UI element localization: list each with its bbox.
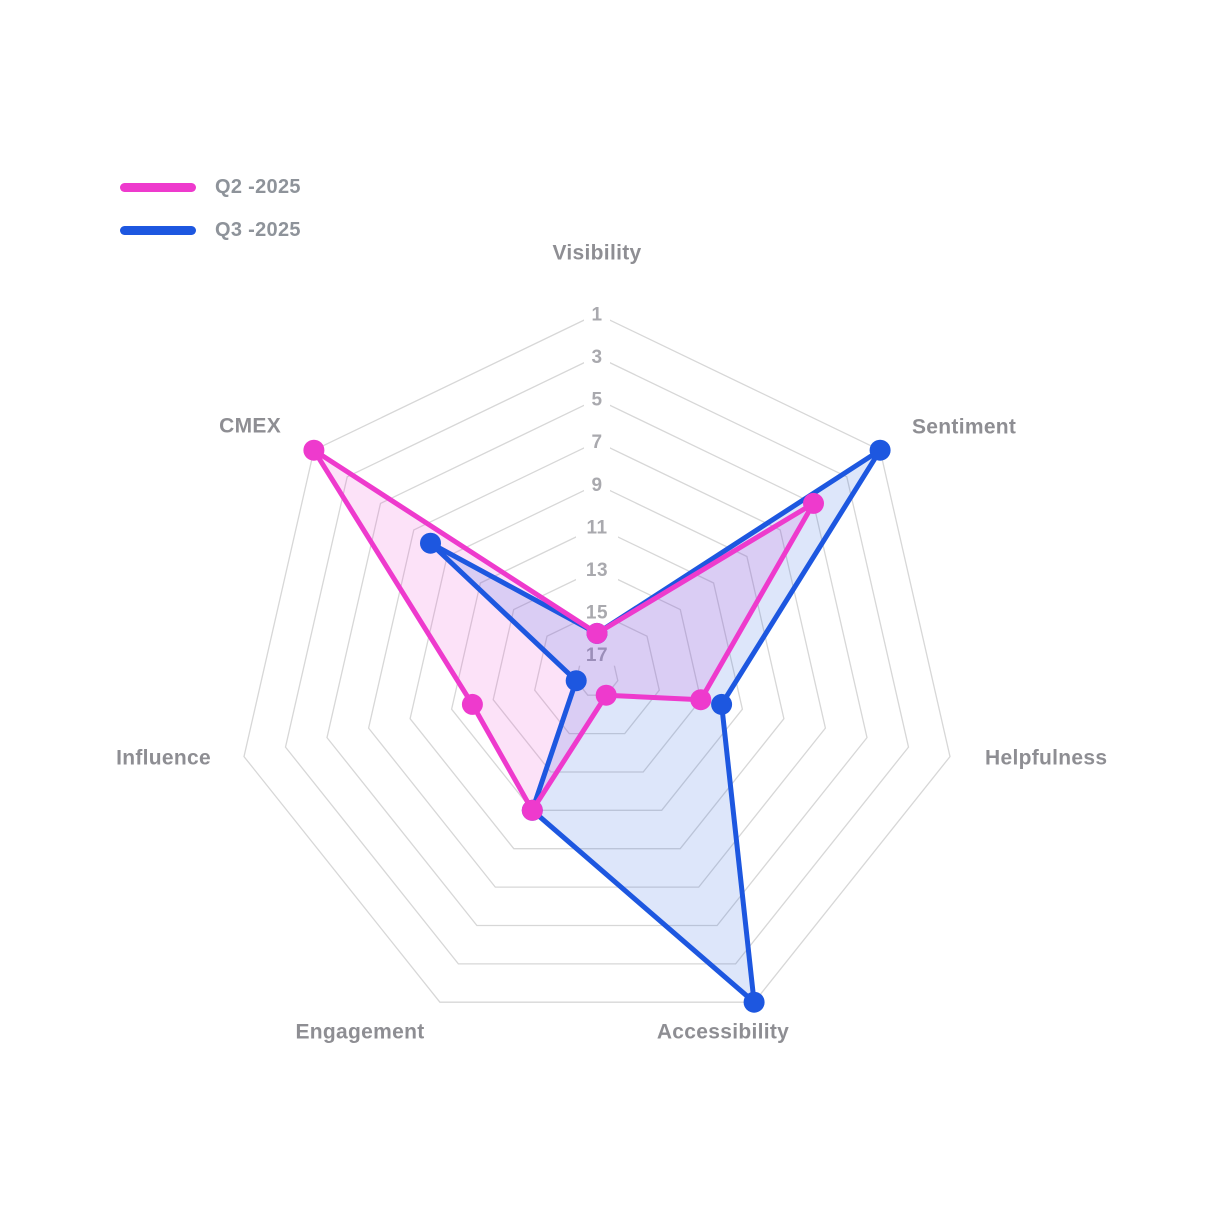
tick-backdrop-1 (584, 302, 610, 325)
radial-tick-3: 3 (591, 347, 602, 368)
radial-tick-5: 5 (591, 390, 602, 411)
grid-ring-11 (450, 526, 744, 811)
grid-ring-9 (409, 483, 785, 850)
grid-ring-3 (284, 355, 910, 965)
point-q2-2025-helpfulness[interactable] (690, 689, 712, 711)
legend-swatch-q2-2025 (120, 182, 196, 192)
series-line-q2-2025 (311, 447, 816, 813)
tick-backdrop-11 (576, 515, 618, 538)
radial-tick-13: 13 (586, 560, 608, 581)
point-q2-2025-accessibility[interactable] (595, 684, 617, 706)
grid-ring-1 (243, 313, 951, 1003)
series-line-q3-2025 (428, 447, 883, 1005)
point-q3-2025-sentiment[interactable] (869, 439, 891, 461)
series-q3-2025 (420, 439, 891, 1013)
point-q3-2025-influence[interactable] (565, 670, 587, 692)
chart-legend: Q2 -2025 Q3 -2025 (120, 172, 301, 245)
grid-ring-13 (492, 568, 702, 773)
category-label-influence: Influence (116, 747, 211, 770)
legend-label-q2-2025: Q2 -2025 (215, 175, 301, 198)
radial-tick-7: 7 (591, 432, 602, 453)
tick-backdrop-7 (584, 430, 610, 453)
category-label-sentiment: Sentiment (912, 416, 1016, 439)
point-q3-2025-cmex[interactable] (420, 532, 441, 554)
tick-backdrop-9 (584, 473, 610, 496)
point-q2-2025-engagement[interactable] (521, 799, 543, 821)
legend-item-q3-2025[interactable]: Q3 -2025 (120, 215, 301, 245)
point-q2-2025-influence[interactable] (461, 693, 483, 715)
radial-tick-9: 9 (591, 475, 602, 496)
tick-backdrop-3 (584, 345, 610, 368)
category-label-accessibility: Accessibility (657, 1021, 789, 1044)
radial-tick-15: 15 (586, 603, 608, 624)
point-q2-2025-cmex[interactable] (303, 439, 325, 461)
point-q2-2025-visibility[interactable] (586, 622, 608, 644)
tick-backdrop-5 (584, 388, 610, 411)
series-q2-2025 (303, 439, 824, 821)
radial-tick-17: 17 (586, 645, 608, 666)
category-label-engagement: Engagement (295, 1021, 424, 1044)
tick-backdrop-17 (576, 643, 618, 666)
legend-item-q2-2025[interactable]: Q2 -2025 (120, 172, 301, 202)
category-label-helpfulness: Helpfulness (985, 747, 1107, 770)
series-fill-q3-2025 (430, 450, 881, 1003)
category-label-visibility: Visibility (553, 242, 642, 265)
tick-backdrop-15 (576, 601, 618, 624)
point-q3-2025-accessibility[interactable] (743, 991, 765, 1013)
grid-ring-15 (533, 611, 661, 735)
radial-tick-11: 11 (586, 517, 607, 538)
point-q2-2025-sentiment[interactable] (803, 492, 824, 514)
legend-swatch-q3-2025 (120, 225, 196, 235)
tick-backdrop-13 (576, 558, 618, 581)
category-label-cmex: CMEX (219, 415, 281, 438)
point-q3-2025-helpfulness[interactable] (711, 693, 733, 715)
radial-tick-1: 1 (591, 304, 602, 325)
legend-label-q3-2025: Q3 -2025 (215, 218, 301, 241)
category-labels: Visibility Sentiment Helpfulness Accessibil… (116, 242, 1107, 1044)
grid-ring-7 (367, 440, 827, 888)
